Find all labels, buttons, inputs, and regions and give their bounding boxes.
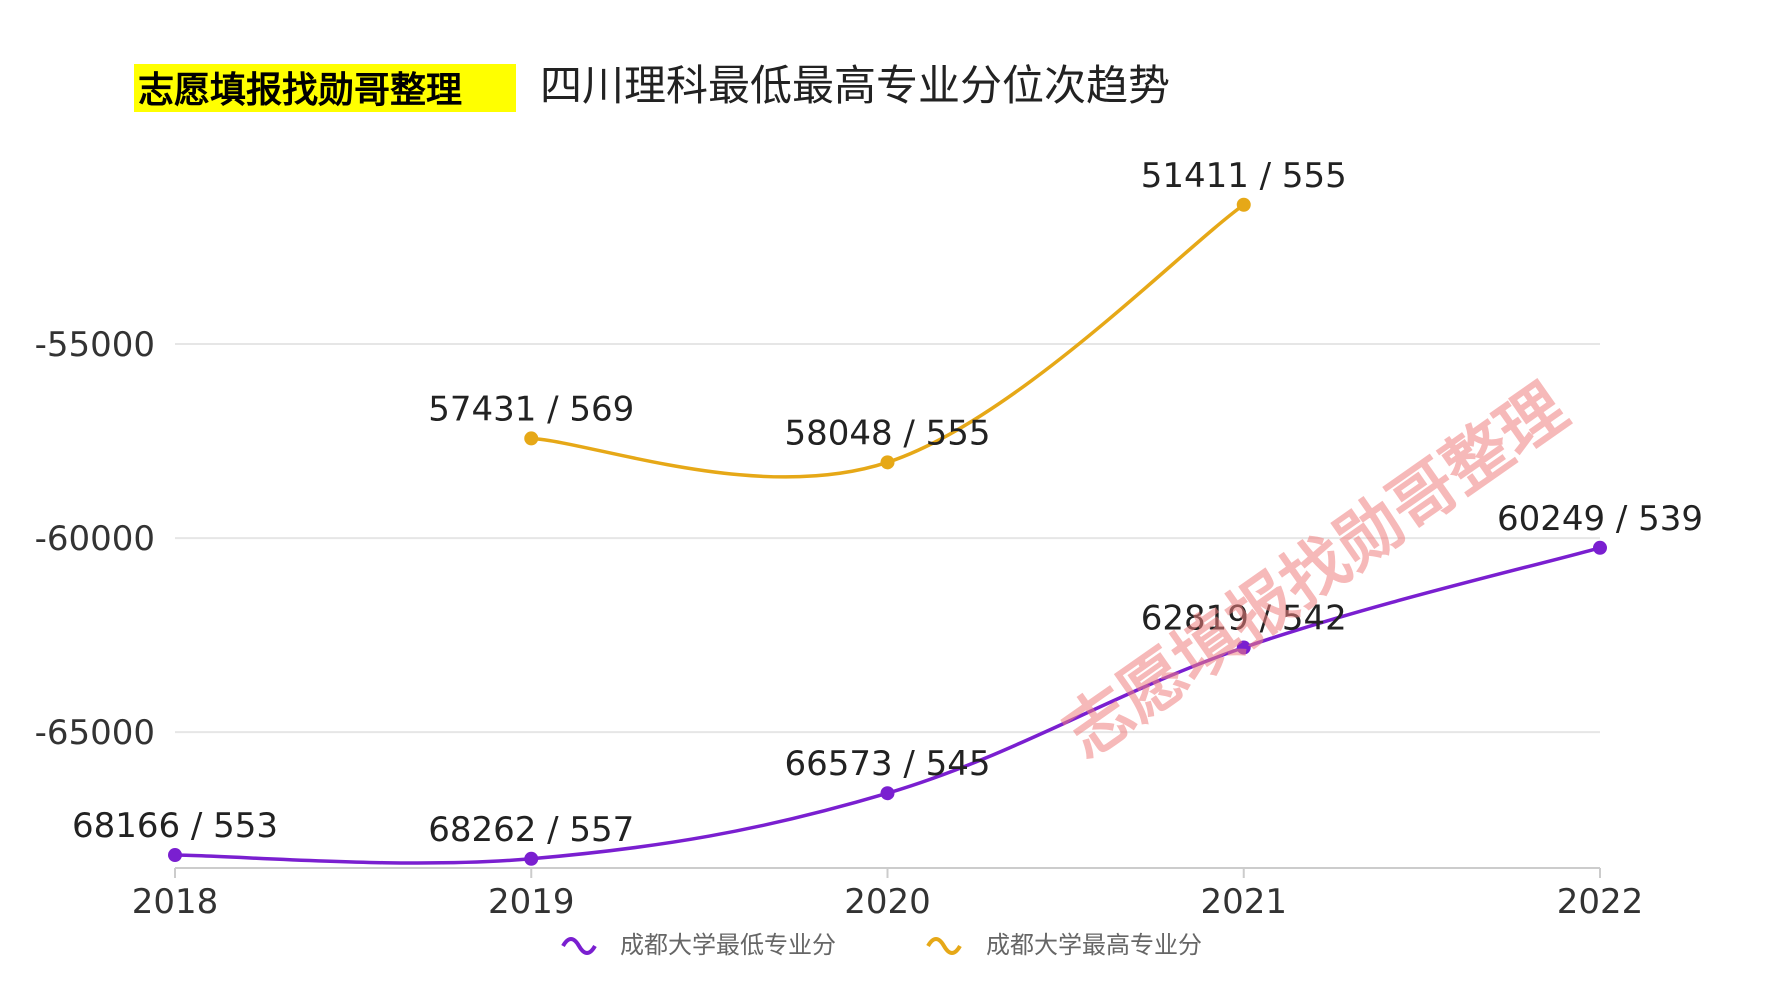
chart-title: 四川理科最低最高专业分位次趋势	[540, 61, 1170, 110]
series-line-min	[174, 546, 1601, 865]
data-label-max: 51411 / 555	[1141, 156, 1347, 196]
data-label-max: 58048 / 555	[784, 413, 990, 453]
data-point-max	[880, 455, 895, 470]
header-badge: 志愿填报找勋哥整理	[138, 70, 462, 111]
data-point-min	[1236, 640, 1251, 655]
legend-item-min[interactable]: 成都大学最低专业分	[561, 931, 836, 959]
data-point-min	[524, 851, 539, 866]
data-point-max	[524, 431, 539, 446]
x-tick-label: 2019	[488, 882, 575, 922]
x-axis: 2018 2019 2020 2021 2022	[132, 867, 1644, 922]
legend-item-max[interactable]: 成都大学最高专业分	[926, 931, 1202, 959]
data-labels: 68166 / 553 68262 / 557 66573 / 545 62819 /…	[72, 156, 1703, 850]
watermark: 志愿填报找勋哥整理	[1050, 369, 1581, 773]
x-tick-label: 2021	[1200, 882, 1287, 922]
data-point-max	[1236, 197, 1251, 212]
x-tick-label: 2020	[844, 882, 931, 922]
legend-max-label: 成都大学最高专业分	[986, 931, 1202, 959]
data-point-min	[1593, 540, 1607, 555]
data-label-min: 68262 / 557	[428, 810, 634, 850]
y-axis: -55000 -60000 -65000	[35, 325, 155, 753]
data-label-min: 68166 / 553	[72, 806, 278, 846]
data-label-max: 57431 / 569	[428, 389, 634, 429]
data-label-min: 62819 / 542	[1141, 599, 1347, 639]
x-tick-label: 2022	[1557, 882, 1644, 922]
legend-min-label: 成都大学最低专业分	[620, 931, 836, 959]
y-tick-label: -60000	[35, 519, 155, 559]
legend: 成都大学最低专业分 成都大学最高专业分	[561, 931, 1202, 959]
data-label-min: 60249 / 539	[1497, 499, 1703, 539]
grid-lines	[175, 343, 1600, 734]
data-label-min: 66573 / 545	[784, 744, 990, 784]
data-point-min	[880, 786, 895, 801]
data-point-min	[168, 848, 182, 863]
header-badge-background	[134, 64, 516, 112]
series-points	[168, 197, 1607, 866]
legend-max-icon	[926, 937, 962, 955]
y-tick-label: -65000	[35, 713, 155, 753]
x-tick-label: 2018	[132, 882, 219, 922]
legend-min-icon	[561, 937, 597, 955]
y-tick-label: -55000	[35, 325, 155, 365]
